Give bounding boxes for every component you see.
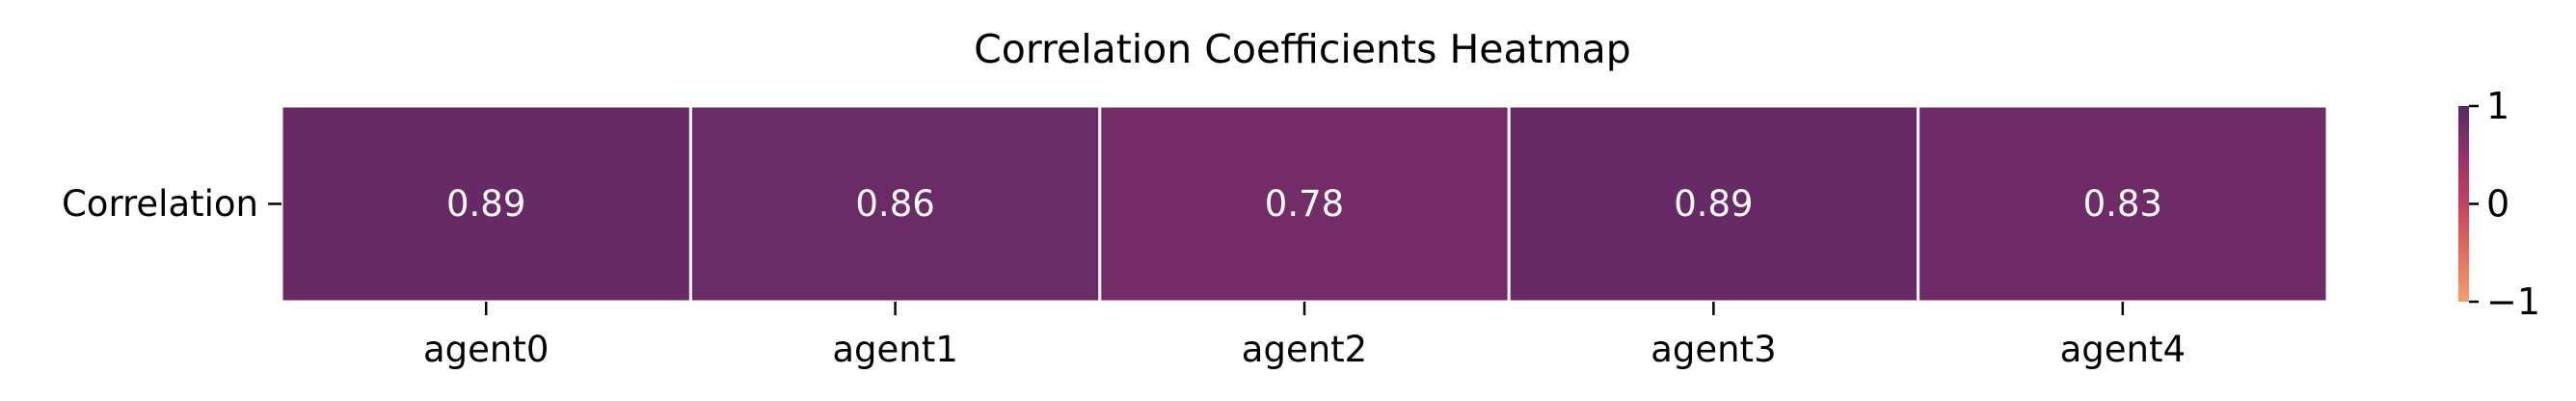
heatmap-cell-agent4 [1917, 104, 2329, 304]
x-tick-label-agent2: agent2 [1242, 329, 1367, 370]
x-tick-label-agent3: agent3 [1650, 329, 1776, 370]
cell-value-label: 0.86 [855, 183, 934, 225]
colorbar-tick-label: 0 [2486, 183, 2509, 226]
chart-title: Correlation Coefficients Heatmap [974, 26, 1631, 72]
colorbar: 1 0 −1 [2458, 85, 2540, 323]
x-tick-label-agent0: agent0 [423, 329, 549, 370]
heatmap-cell-agent2 [1098, 104, 1511, 304]
x-axis: agent0 agent1 agent2 agent3 agent4 [423, 302, 2186, 370]
x-tick-label-agent1: agent1 [832, 329, 957, 370]
heatmap-cell-agent0 [280, 104, 692, 304]
x-tick-label-agent4: agent4 [2060, 329, 2186, 370]
cell-value-label: 0.78 [1265, 183, 1344, 225]
colorbar-tick-label: −1 [2486, 281, 2540, 323]
y-tick-label: Correlation [62, 183, 258, 225]
heatmap-cell-agent1 [688, 104, 1102, 304]
colorbar-gradient [2458, 106, 2469, 302]
cell-value-label: 0.83 [2083, 183, 2162, 225]
colorbar-tick-label: 1 [2486, 85, 2509, 127]
cell-value-label: 0.89 [446, 183, 525, 225]
heatmap-cells: 0.89 0.86 0.78 0.89 0.83 [280, 104, 2329, 304]
heatmap-cell-agent3 [1507, 104, 1920, 304]
y-axis: Correlation [62, 183, 282, 225]
cell-value-label: 0.89 [1674, 183, 1753, 225]
